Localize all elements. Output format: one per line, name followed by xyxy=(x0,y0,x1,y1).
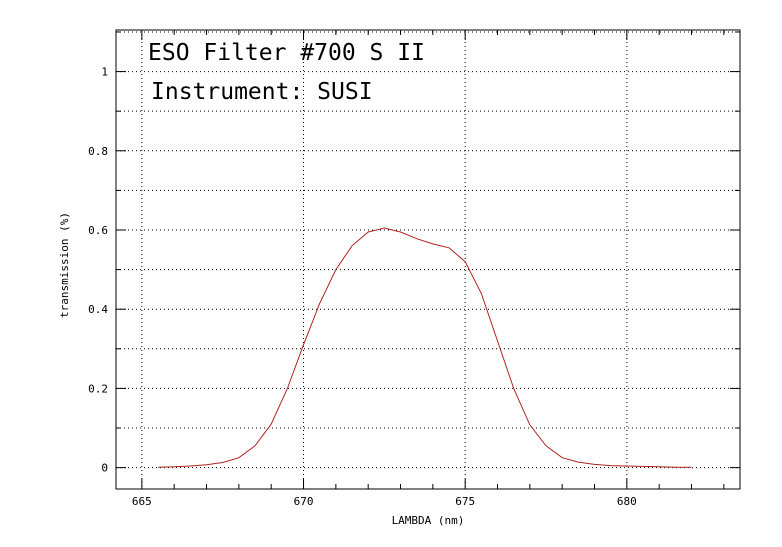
x-tick-label: 675 xyxy=(455,495,475,508)
grid-lines xyxy=(116,30,740,489)
y-tick-label: 0.2 xyxy=(88,382,108,395)
x-tick-label: 665 xyxy=(132,495,152,508)
y-tick-label: 0 xyxy=(101,462,108,475)
chart-title: ESO Filter #700 S II xyxy=(148,40,425,66)
plot-frame xyxy=(115,29,741,490)
y-tick-label: 0.8 xyxy=(88,145,108,158)
transmission-curve xyxy=(157,227,692,468)
y-tick-label: 0.6 xyxy=(88,224,108,237)
tick-labels: 665 670 675 680 0 0.2 0.4 0.6 0.8 1 xyxy=(88,66,637,508)
x-axis-label: LAMBDA (nm) xyxy=(392,514,465,527)
axis-ticks xyxy=(116,30,740,489)
series-layer xyxy=(157,227,692,468)
y-tick-label: 0.4 xyxy=(88,303,108,316)
x-tick-label: 680 xyxy=(617,495,637,508)
y-axis-label: transmission (%) xyxy=(58,212,71,318)
y-tick-label: 1 xyxy=(101,66,108,79)
chart-subtitle: Instrument: SUSI xyxy=(151,79,373,105)
x-tick-label: 670 xyxy=(294,495,314,508)
